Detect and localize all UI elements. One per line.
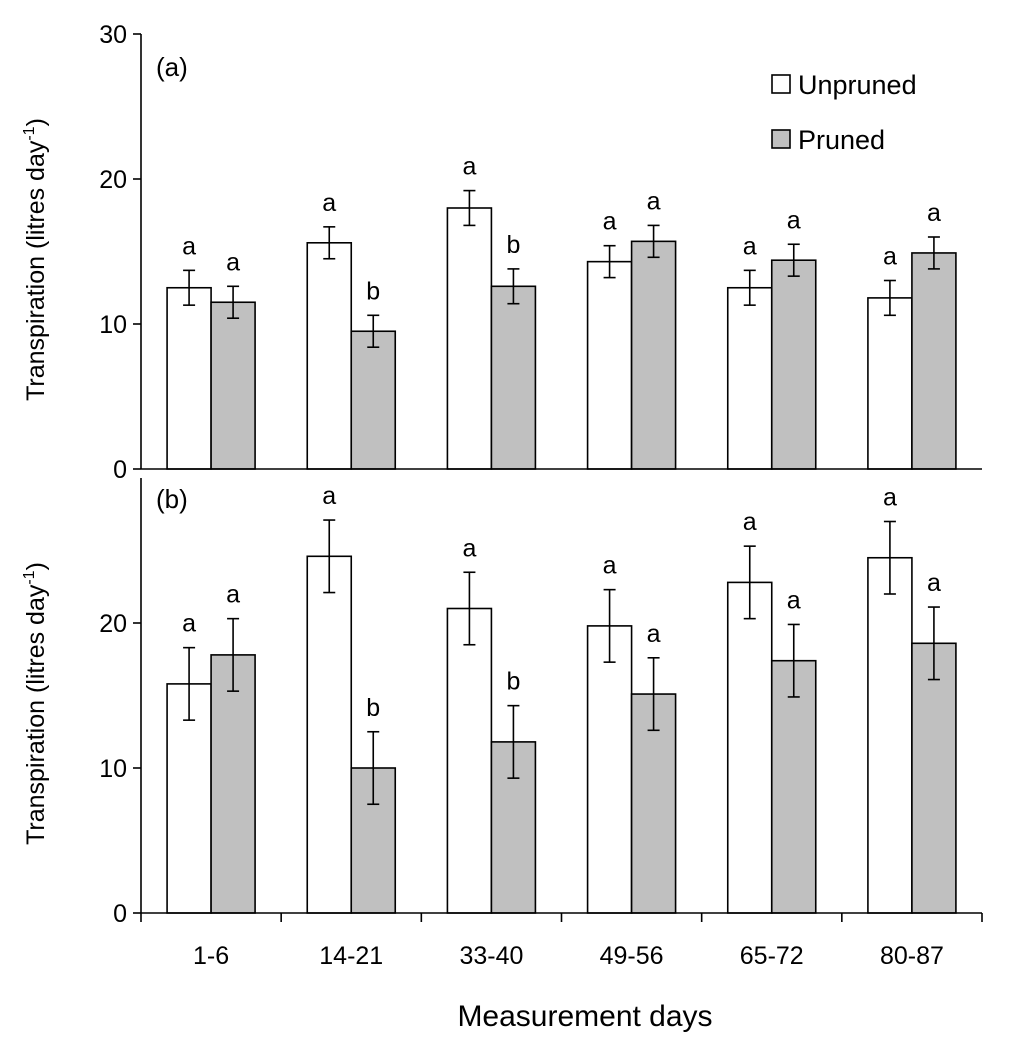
bar-pruned [770,259,817,470]
y-tick-label: 0 [113,456,127,484]
bar-unpruned [446,207,493,470]
bar-unpruned [867,556,913,914]
bar-unpruned [166,286,212,470]
y-tick-label: 20 [99,610,127,638]
bar-pruned [911,252,957,470]
x-tick-label: 49-56 [600,942,664,970]
bar-unpruned [586,625,633,914]
y-axis-title: Transpiration (litres day-1) [21,562,50,845]
x-axis-title: Measurement days [457,1000,712,1033]
significance-letter: a [603,552,617,580]
significance-letter: a [647,187,661,215]
significance-letter: a [647,620,661,648]
bar-pruned [210,654,256,914]
significance-letter: b [506,231,520,259]
significance-letter: a [322,482,336,510]
significance-letter: a [787,586,801,614]
bar-pruned [490,285,537,470]
legend-swatch-pruned [771,129,791,149]
y-tick-label: 30 [99,21,127,49]
significance-letter: a [927,199,941,227]
significance-letter: b [366,694,380,722]
significance-letter: a [226,581,240,609]
legend-label-pruned: Pruned [798,125,885,155]
x-tick-label: 14-21 [319,942,383,970]
significance-letter: a [462,153,476,181]
significance-letter: a [322,189,336,217]
panel-label: (b) [156,484,188,514]
bar-unpruned [166,683,212,914]
significance-letter: a [743,508,757,536]
panel-a: 0 10 20 30 (a) Transpiration (litres day-1) a a… [21,21,957,484]
bar-unpruned [306,242,353,470]
y-tick-label: 10 [99,755,127,783]
x-tick-label: 33-40 [459,942,523,970]
bar-unpruned [446,607,493,914]
bar-unpruned [726,581,773,914]
significance-letter: a [462,534,476,562]
significance-letter: a [743,232,757,260]
bar-pruned [630,240,677,470]
significance-letter: a [226,248,240,276]
x-tick-label: 80-87 [880,942,944,970]
significance-letter: a [883,243,897,271]
y-tick-label: 0 [113,900,127,928]
significance-letter: b [506,668,520,696]
significance-letter: a [927,569,941,597]
bar-pruned [911,642,957,914]
bar-unpruned [726,286,773,470]
significance-letter: a [182,232,196,260]
y-tick-label: 20 [99,166,127,194]
significance-letter: a [182,610,196,638]
bar-unpruned [586,260,633,470]
bar-pruned [210,301,256,470]
bar-unpruned [867,297,913,470]
significance-letter: a [787,206,801,234]
legend-label-unpruned: Unpruned [798,70,917,100]
x-tick-label: 65-72 [740,942,804,970]
significance-letter: b [366,277,380,305]
panel-label: (a) [156,52,188,82]
bar-pruned [350,330,397,470]
legend: Unpruned Pruned [771,70,917,155]
panel-b: 0 10 20 (b) Transpiration (litres day-1) a a a a… [21,478,957,928]
x-tick-label: 1-6 [193,942,229,970]
bar-pruned [770,659,817,914]
legend-swatch-unpruned [771,74,791,94]
significance-letter: a [883,484,897,512]
x-axis: 1-6 14-21 33-40 49-56 65-72 80-87 [140,468,983,970]
significance-letter: a [603,208,617,236]
bar-unpruned [306,555,353,914]
y-tick-label: 10 [99,311,127,339]
y-axis-title: Transpiration (litres day-1) [21,118,50,401]
